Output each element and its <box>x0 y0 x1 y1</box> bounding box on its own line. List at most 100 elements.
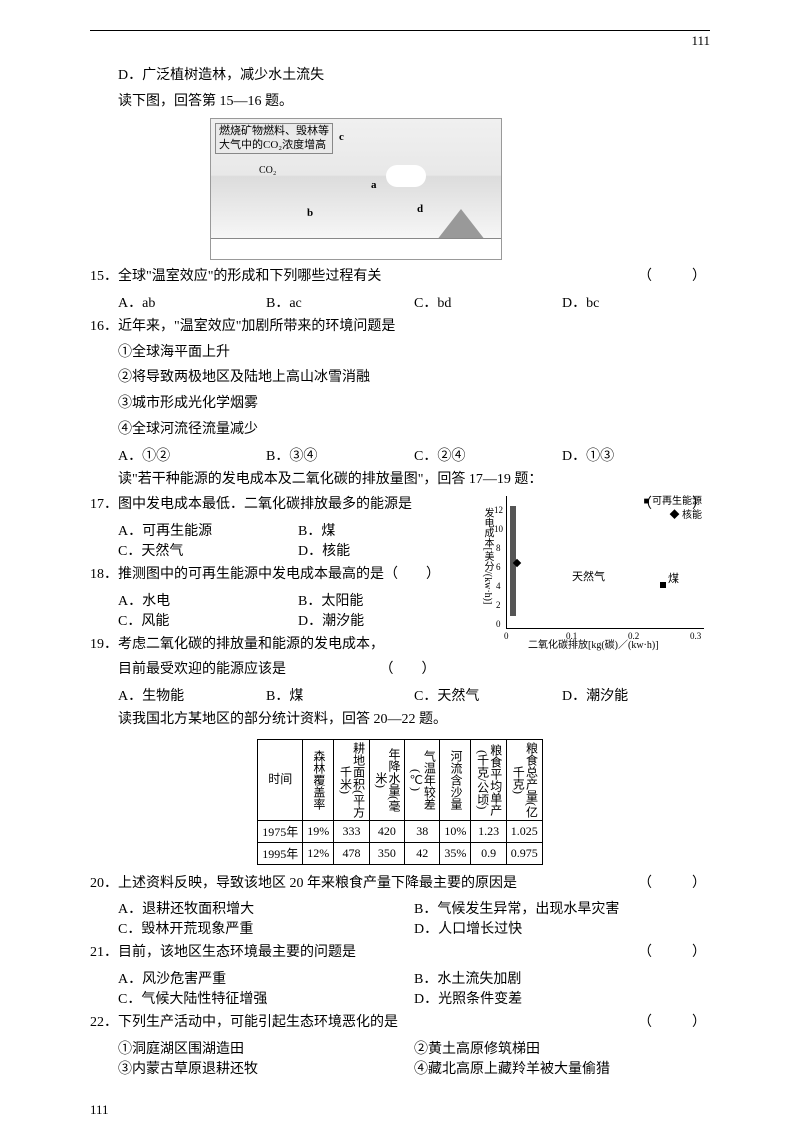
q16-s1: ①全球海平面上升 <box>90 342 710 364</box>
q15-opt-a: A．ab <box>118 292 266 312</box>
xtick-3: 0.3 <box>690 631 701 641</box>
q15-options: A．ab B．ac C．bd D．bc <box>90 292 710 312</box>
th-4: 气温年较差(℃) <box>405 739 440 820</box>
q20-opt-c: C．毁林开荒现象严重 <box>118 918 414 938</box>
q17-stem-text: 17．图中发电成本最低．二氧化碳排放最多的能源是 <box>90 497 412 512</box>
q18-opt-d: D．潮汐能 <box>298 610 478 630</box>
fig1-label-d: d <box>417 203 423 215</box>
th-7: 粮食总产量(亿千克) <box>506 739 542 820</box>
q16-opt-a: A．①② <box>118 445 266 465</box>
q20-stem-text: 20．上述资料反映，导致该地区 20 年来粮食产量下降最主要的原因是 <box>90 876 517 891</box>
q17-stem: 17．图中发电成本最低．二氧化碳排放最多的能源是 （ ） <box>90 494 710 516</box>
td: 1.025 <box>506 820 542 842</box>
q19-opt-a: A．生物能 <box>118 685 266 705</box>
q21-opts-2: C．气候大陆性特征增强 D．光照条件变差 <box>90 988 710 1008</box>
chart-pt-coal <box>660 582 666 588</box>
ytick-2: 4 <box>496 581 501 591</box>
q15-stem-text: 15．全球"温室效应"的形成和下列哪些过程有关 <box>90 269 381 284</box>
q22-subs-2: ③内蒙古草原退耕还牧 ④藏北高原上藏羚羊被大量偷猎 <box>90 1058 710 1078</box>
td: 478 <box>334 842 369 864</box>
q16-options: A．①② B．③④ C．②④ D．①③ <box>90 445 710 465</box>
xtick-0: 0 <box>504 631 509 641</box>
q20-opts-2: C．毁林开荒现象严重 D．人口增长过快 <box>90 918 710 938</box>
q19-opt-d: D．潮汐能 <box>562 685 710 705</box>
q22-s4: ④藏北高原上藏羚羊被大量偷猎 <box>414 1058 710 1078</box>
td: 0.975 <box>506 842 542 864</box>
q18-options-2: C．风能 D．潮汐能 <box>90 610 478 630</box>
ytick-5: 10 <box>494 524 503 534</box>
q16-stem: 16．近年来，"温室效应"加剧所带来的环境问题是 <box>90 316 710 338</box>
q18-opt-a: A．水电 <box>118 590 298 610</box>
q18-opt-b: B．太阳能 <box>298 590 478 610</box>
read-fig-1516: 读下图，回答第 15—16 题。 <box>90 91 710 113</box>
q19-stem2-row: 目前最受欢迎的能源应该是 （ ） <box>90 659 710 681</box>
ytick-3: 6 <box>496 562 501 572</box>
q21-stem: 21．目前，该地区生态环境最主要的问题是 （ ） <box>90 942 710 964</box>
th-2: 耕地面积(平方千米) <box>334 739 369 820</box>
q19-read: 读我国北方某地区的部分统计资料，回答 20—22 题。 <box>90 709 710 731</box>
table-row: 1975年 19% 333 420 38 10% 1.23 1.025 <box>258 820 543 842</box>
chart-gas-label: 天然气 <box>572 568 605 584</box>
td: 1995年 <box>258 842 303 864</box>
table-header-row: 时间 森林覆盖率 耕地面积(平方千米) 年降水量(毫米) 气温年较差(℃) 河流… <box>258 739 543 820</box>
td: 333 <box>334 820 369 842</box>
q20-paren: （ ） <box>638 873 710 895</box>
q18-options: A．水电 B．太阳能 <box>90 590 478 610</box>
td: 1.23 <box>471 820 506 842</box>
q19-opt-c: C．天然气 <box>414 685 562 705</box>
fig1-label-box: 燃烧矿物燃料、毁林等 大气中的CO₂浓度增高 <box>215 123 333 153</box>
xtick-2: 0.2 <box>628 631 639 641</box>
top-rule <box>90 30 710 31</box>
q15-paren: （ ） <box>638 266 710 288</box>
q16-opt-c: C．②④ <box>414 445 562 465</box>
th-1: 森林覆盖率 <box>303 739 334 820</box>
td: 1975年 <box>258 820 303 842</box>
q20-stem: 20．上述资料反映，导致该地区 20 年来粮食产量下降最主要的原因是 （ ） <box>90 873 710 895</box>
td: 19% <box>303 820 334 842</box>
td: 350 <box>369 842 404 864</box>
th-3: 年降水量(毫米) <box>369 739 404 820</box>
q21-opt-d: D．光照条件变差 <box>414 988 710 1008</box>
fig1-cloud <box>386 165 426 187</box>
q19-options: A．生物能 B．煤 C．天然气 D．潮汐能 <box>90 685 710 705</box>
q17-options-2: C．天然气 D．核能 <box>90 540 478 560</box>
ytick-0: 0 <box>496 619 501 629</box>
q21-stem-text: 21．目前，该地区生态环境最主要的问题是 <box>90 945 356 960</box>
q16-s2: ②将导致两极地区及陆地上高山冰雪消融 <box>90 367 710 389</box>
q17-opt-c: C．天然气 <box>118 540 298 560</box>
q21-opts-1: A．风沙危害严重 B．水土流失加剧 <box>90 968 710 988</box>
q17-opt-b: B．煤 <box>298 520 478 540</box>
q20-opt-d: D．人口增长过快 <box>414 918 710 938</box>
q20-opt-a: A．退耕还牧面积增大 <box>118 898 414 918</box>
q16-s3: ③城市形成光化学烟雾 <box>90 393 710 415</box>
chart-coal-label: 煤 <box>668 570 679 586</box>
q20-opt-b: B．气候发生异常，出现水旱灾害 <box>414 898 710 918</box>
fig1-box-line2: 大气中的CO₂浓度增高 <box>219 139 329 152</box>
xtick-1: 0.1 <box>566 631 577 641</box>
td: 0.9 <box>471 842 506 864</box>
chart-ylabel: 发电成本[美分/(kw·h)] <box>480 508 495 605</box>
th-0: 时间 <box>258 739 303 820</box>
q19-paren: （ ） <box>380 662 436 677</box>
q22-subs-1: ①洞庭湖区围湖造田 ②黄土高原修筑梯田 <box>90 1038 710 1058</box>
page-number-top: 111 <box>90 33 710 49</box>
fig1-co2: CO₂ <box>259 165 276 176</box>
th-5: 河流含沙量 <box>440 739 471 820</box>
fig1-box-line1: 燃烧矿物燃料、毁林等 <box>219 125 329 138</box>
q20-opts-1: A．退耕还牧面积增大 B．气候发生异常，出现水旱灾害 <box>90 898 710 918</box>
q17-opt-a: A．可再生能源 <box>118 520 298 540</box>
q16-s4: ④全球河流径流量减少 <box>90 419 710 441</box>
q16-opt-b: B．③④ <box>266 445 414 465</box>
q22-stem: 22．下列生产活动中，可能引起生态环境恶化的是 （ ） <box>90 1012 710 1034</box>
th-6: 粮食平均单产(千克/公顷) <box>471 739 506 820</box>
td: 10% <box>440 820 471 842</box>
stats-table: 时间 森林覆盖率 耕地面积(平方千米) 年降水量(毫米) 气温年较差(℃) 河流… <box>257 739 543 865</box>
q16-opt-d: D．①③ <box>562 445 710 465</box>
page-number-bottom: 111 <box>90 1102 710 1118</box>
q15-opt-c: C．bd <box>414 292 562 312</box>
q21-opt-a: A．风沙危害严重 <box>118 968 414 988</box>
q21-opt-b: B．水土流失加剧 <box>414 968 710 988</box>
ytick-1: 2 <box>496 600 501 610</box>
td: 420 <box>369 820 404 842</box>
td: 12% <box>303 842 334 864</box>
